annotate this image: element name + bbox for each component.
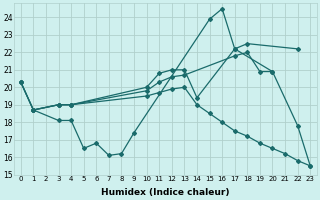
X-axis label: Humidex (Indice chaleur): Humidex (Indice chaleur) [101, 188, 230, 197]
